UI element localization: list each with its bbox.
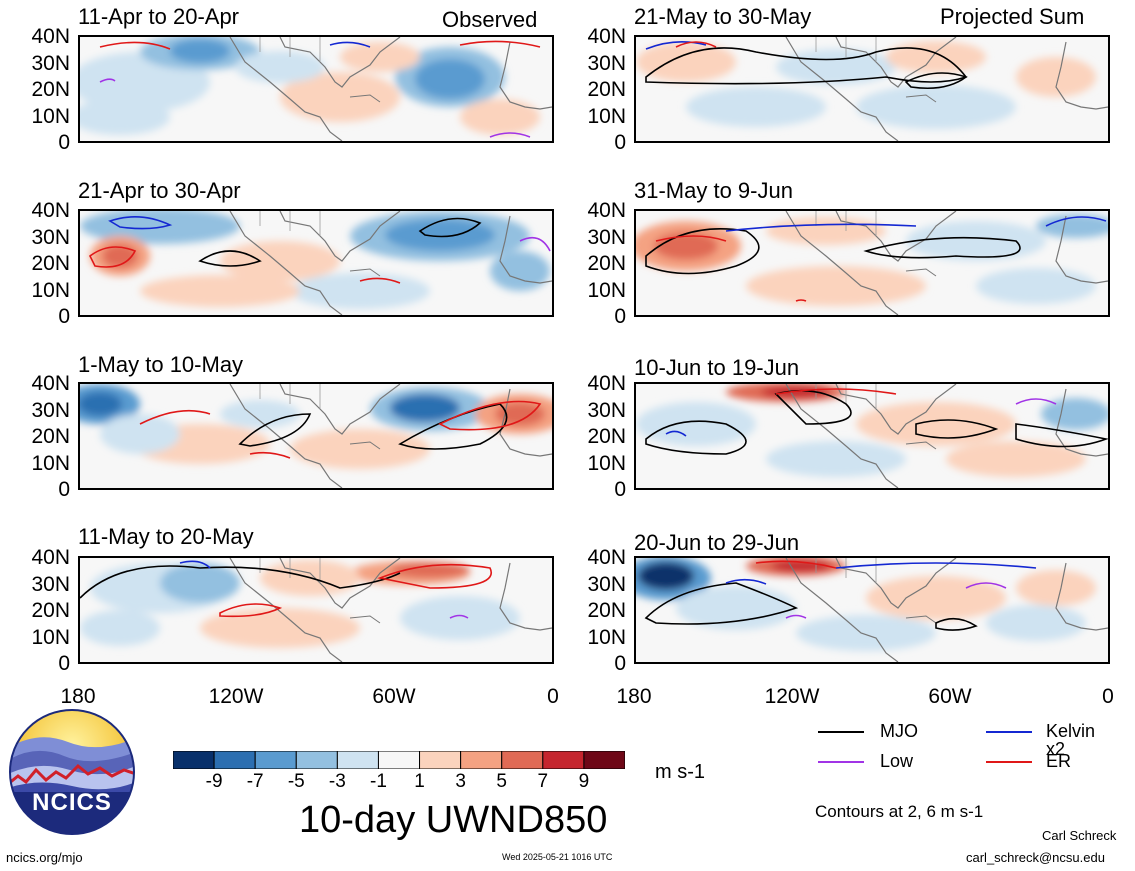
y-tick-right-3-3: 10N: [587, 451, 626, 475]
x-tick-left-120w: 120W: [208, 685, 264, 708]
y-tick-right-3-4: 0: [614, 478, 626, 501]
legend-swatch-mjo: [818, 731, 864, 733]
map-panel-obs-3: [78, 382, 554, 490]
y-tick-left-3-0: 40N: [31, 372, 70, 395]
y-tick-right-4-1: 30N: [587, 572, 626, 596]
panel-title-5: 21-May to 30-May: [634, 4, 812, 29]
footer-timestamp: Wed 2025-05-21 1016 UTC: [502, 852, 613, 862]
colorbar: [172, 750, 626, 770]
panel-title-6: 31-May to 9-Jun: [634, 178, 793, 203]
colorbar-tick-9: 9: [578, 771, 590, 792]
legend-swatch-er: [986, 761, 1032, 763]
y-tick-left-4-4: 0: [58, 652, 70, 675]
map-panel-obs-1: [78, 35, 554, 143]
projected-label: Projected Sum: [940, 4, 1085, 29]
y-tick-right-1-2: 20N: [587, 78, 626, 101]
y-tick-right-3-1: 30N: [587, 398, 626, 422]
main-title: 10-day UWND850: [299, 799, 608, 841]
y-tick-left-2-0: 40N: [31, 199, 70, 222]
legend-label-low: Low: [880, 751, 914, 771]
legend-label-kelvin: Kelvin x2: [1046, 721, 1096, 759]
y-tick-right-2-0: 40N: [587, 199, 626, 222]
y-tick-right-4-2: 20N: [587, 599, 626, 622]
footer-url[interactable]: ncics.org/mjo: [6, 850, 83, 865]
legend-swatch-low: [818, 761, 864, 763]
footer-author: Carl Schreck: [1042, 828, 1117, 843]
x-tick-left-180: 180: [60, 685, 96, 708]
legend-swatch-kelvin: [986, 731, 1032, 733]
y-tick-left-1-1: 30N: [31, 51, 70, 75]
legend-label-mjo: MJO: [880, 721, 918, 741]
y-tick-right-2-1: 30N: [587, 225, 626, 249]
y-tick-left-2-1: 30N: [31, 225, 70, 249]
colorbar-tick-7: 5: [496, 771, 508, 792]
y-tick-right-2-3: 10N: [587, 278, 626, 302]
colorbar-tick-0: -9: [205, 771, 223, 792]
map-panel-obs-2: [78, 209, 554, 317]
x-tick-right-180: 180: [616, 685, 652, 708]
colorbar-tick-5: 1: [414, 771, 425, 792]
y-tick-left-1-2: 20N: [31, 78, 70, 101]
map-panel-proj-1: [634, 35, 1110, 143]
observed-label: Observed: [442, 7, 538, 32]
y-tick-right-1-0: 40N: [587, 25, 626, 48]
y-tick-left-1-3: 10N: [31, 104, 70, 128]
x-tick-right-120w: 120W: [764, 685, 820, 708]
y-tick-left-2-3: 10N: [31, 278, 70, 302]
y-tick-right-4-3: 10N: [587, 625, 626, 649]
y-tick-right-4-4: 0: [614, 652, 626, 675]
y-tick-right-2-4: 0: [614, 305, 626, 328]
colorbar-tick-2: -5: [287, 771, 305, 792]
panel-title-8: 20-Jun to 29-Jun: [634, 530, 800, 555]
panel-title-2: 21-Apr to 30-Apr: [78, 178, 241, 203]
logo-text: NCICS: [32, 789, 112, 816]
y-tick-left-1-0: 40N: [31, 25, 70, 48]
y-tick-left-1-4: 0: [58, 131, 70, 154]
y-tick-left-3-4: 0: [58, 478, 70, 501]
legend-label-er: ER: [1046, 751, 1072, 771]
y-tick-left-3-2: 20N: [31, 425, 70, 448]
y-tick-left-3-3: 10N: [31, 451, 70, 475]
footer-email[interactable]: carl_schreck@ncsu.edu: [966, 850, 1105, 865]
colorbar-tick-1: -7: [246, 771, 264, 792]
x-tick-left-0: 0: [547, 685, 559, 708]
y-tick-left-4-3: 10N: [31, 625, 70, 649]
legend: MJO Kelvin x2 Low ER: [818, 720, 1118, 780]
colorbar-units: m s-1: [655, 761, 705, 783]
panel-title-7: 10-Jun to 19-Jun: [634, 355, 800, 380]
contours-note: Contours at 2, 6 m s-1: [815, 802, 984, 821]
y-tick-left-4-2: 20N: [31, 599, 70, 622]
x-tick-right-60w: 60W: [928, 685, 972, 708]
panel-title-1: 11-Apr to 20-Apr: [78, 4, 240, 29]
panel-title-3: 1-May to 10-May: [78, 352, 244, 377]
colorbar-tick-8: 7: [537, 771, 549, 792]
x-tick-right-0: 0: [1102, 685, 1114, 708]
x-tick-left-60w: 60W: [372, 685, 416, 708]
map-panel-proj-4: [634, 556, 1110, 664]
colorbar-tick-4: -1: [370, 771, 387, 792]
y-tick-left-4-1: 30N: [31, 572, 70, 596]
colorbar-tick-6: 3: [455, 771, 466, 792]
y-tick-right-2-2: 20N: [587, 252, 626, 275]
y-tick-right-3-2: 20N: [587, 425, 626, 448]
y-tick-left-2-4: 0: [58, 305, 70, 328]
colorbar-tick-3: -3: [328, 771, 346, 792]
y-tick-right-1-1: 30N: [587, 51, 626, 75]
y-tick-right-3-0: 40N: [587, 372, 626, 395]
y-tick-right-1-4: 0: [614, 131, 626, 154]
map-panel-obs-4: [78, 556, 554, 664]
y-tick-right-4-0: 40N: [587, 546, 626, 569]
y-tick-left-2-2: 20N: [31, 252, 70, 275]
y-tick-right-1-3: 10N: [587, 104, 626, 128]
panel-title-4: 11-May to 20-May: [78, 524, 254, 549]
y-tick-left-3-1: 30N: [31, 398, 70, 422]
ncics-logo: NCICS: [8, 708, 136, 836]
y-tick-left-4-0: 40N: [31, 546, 70, 569]
map-panel-proj-2: [634, 209, 1110, 317]
map-panel-proj-3: [634, 382, 1110, 490]
